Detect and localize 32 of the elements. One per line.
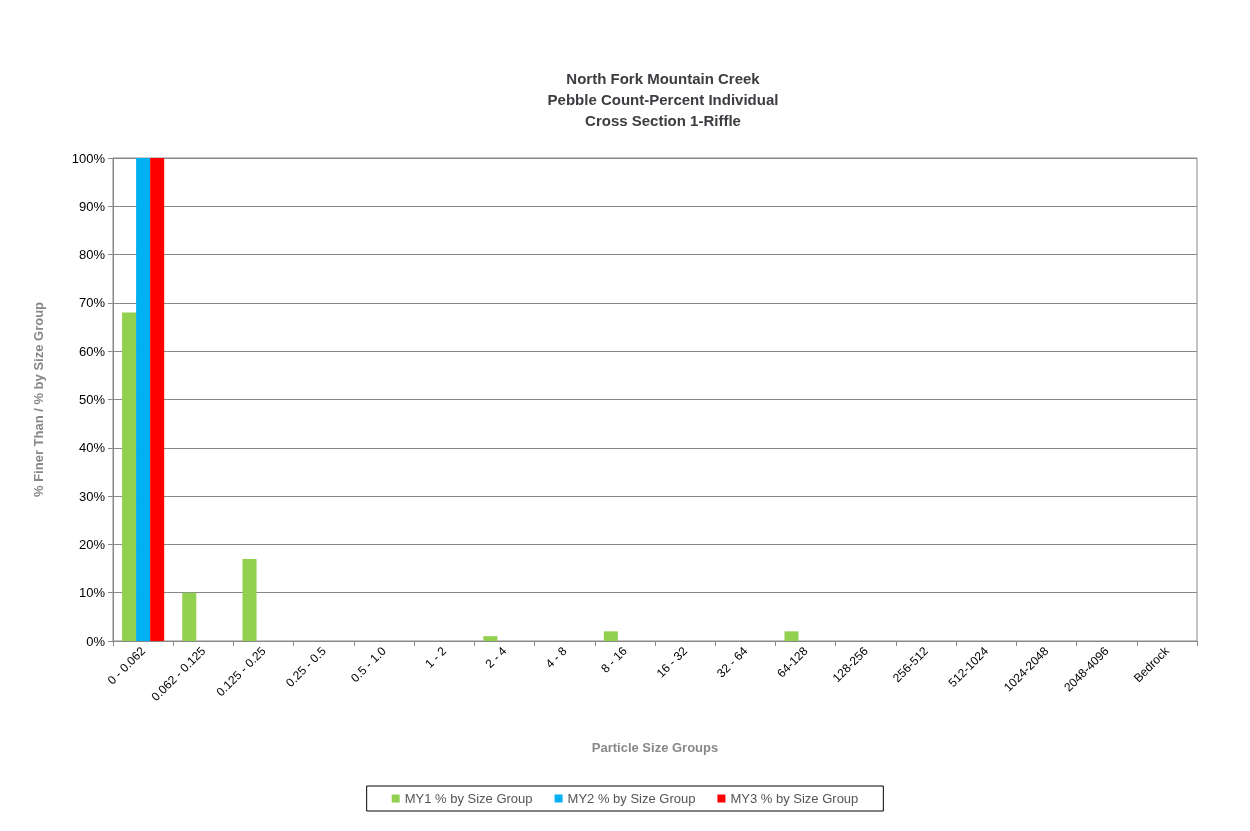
y-axis-title: % Finer Than / % by Size Group (31, 301, 46, 498)
y-tick-label: 90% (78, 198, 106, 214)
y-tick-label: 80% (78, 247, 106, 263)
x-tick-label: 1 - 2 (422, 643, 450, 671)
y-tick-label: 20% (78, 536, 106, 552)
y-tick-label: 50% (78, 392, 106, 407)
bar (136, 158, 151, 641)
x-tick-label: 4 - 8 (542, 643, 570, 671)
bar (603, 631, 618, 641)
x-axis-title: Particle Size Groups (591, 740, 719, 755)
y-tick-label: 30% (78, 488, 106, 504)
x-tick-label: 32 - 64 (714, 643, 751, 681)
legend-label: MY1 % by Size Group (404, 791, 533, 806)
y-tick-label: 0% (86, 633, 106, 649)
bar (242, 558, 257, 641)
y-tick-label: 40% (78, 440, 106, 456)
x-tick-label: 0.5 - 1.0 (347, 643, 390, 686)
y-tick-label: 60% (78, 343, 106, 359)
y-tick-label: 70% (78, 295, 106, 311)
chart-title: North Fork Mountain Creek Pebble Count-Percent Individual Cross Section 1-Riffle (547, 70, 779, 129)
legend-label: MY2 % by Size Group (567, 791, 696, 806)
y-tick-label: 100% (71, 150, 106, 166)
bar (784, 631, 799, 641)
legend-label: MY3 % by Size Group (730, 791, 859, 806)
bar (182, 592, 197, 641)
x-tick-label: 16 - 32 (653, 643, 691, 681)
y-tick-label: 10% (78, 585, 106, 601)
x-tick-label: 2 - 4 (482, 643, 510, 671)
bar (122, 312, 137, 641)
bar (150, 158, 165, 641)
bar (483, 636, 498, 641)
x-tick-label: 8 - 16 (598, 643, 631, 676)
